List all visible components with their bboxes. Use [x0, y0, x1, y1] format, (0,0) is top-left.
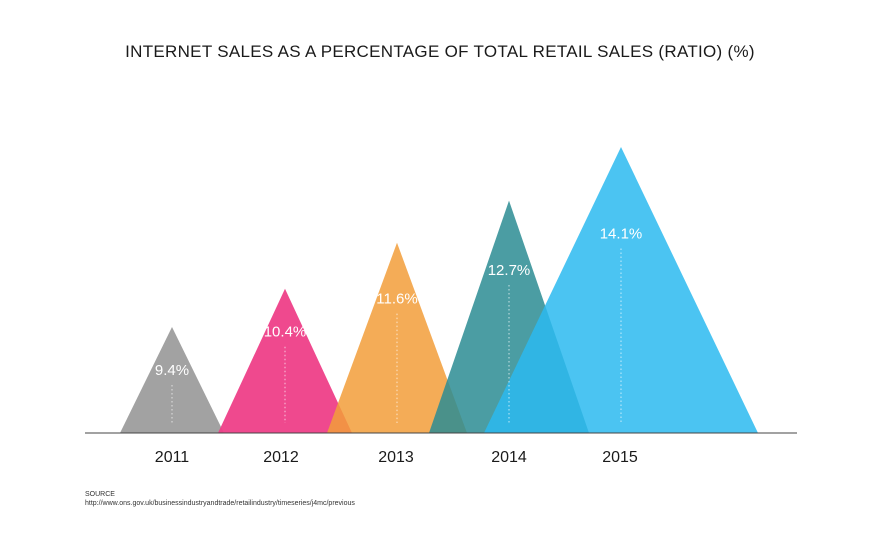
chart-title: INTERNET SALES AS A PERCENTAGE OF TOTAL … [125, 42, 755, 61]
source-heading: SOURCE [85, 491, 115, 498]
tick-label-2011: 2011 [155, 449, 190, 466]
value-label-2014: 12.7% [488, 262, 531, 279]
peaks-group: 9.4% 10.4% 11.6% 12.7% 14.1% [120, 146, 758, 434]
source-url[interactable]: http://www.ons.gov.uk/businessindustryan… [85, 500, 355, 507]
value-label-2015: 14.1% [600, 226, 643, 243]
peak-2011 [120, 327, 224, 433]
tick-label-2014: 2014 [491, 449, 527, 466]
value-label-2012: 10.4% [264, 324, 307, 341]
tick-label-2012: 2012 [263, 449, 299, 466]
value-label-2011: 9.4% [155, 362, 189, 379]
peak-2012 [218, 288, 352, 433]
tick-labels-group: 2011 2012 2013 2014 2015 [155, 449, 638, 466]
tick-label-2015: 2015 [602, 449, 638, 466]
tick-label-2013: 2013 [378, 449, 414, 466]
value-label-2013: 11.6% [376, 291, 417, 308]
